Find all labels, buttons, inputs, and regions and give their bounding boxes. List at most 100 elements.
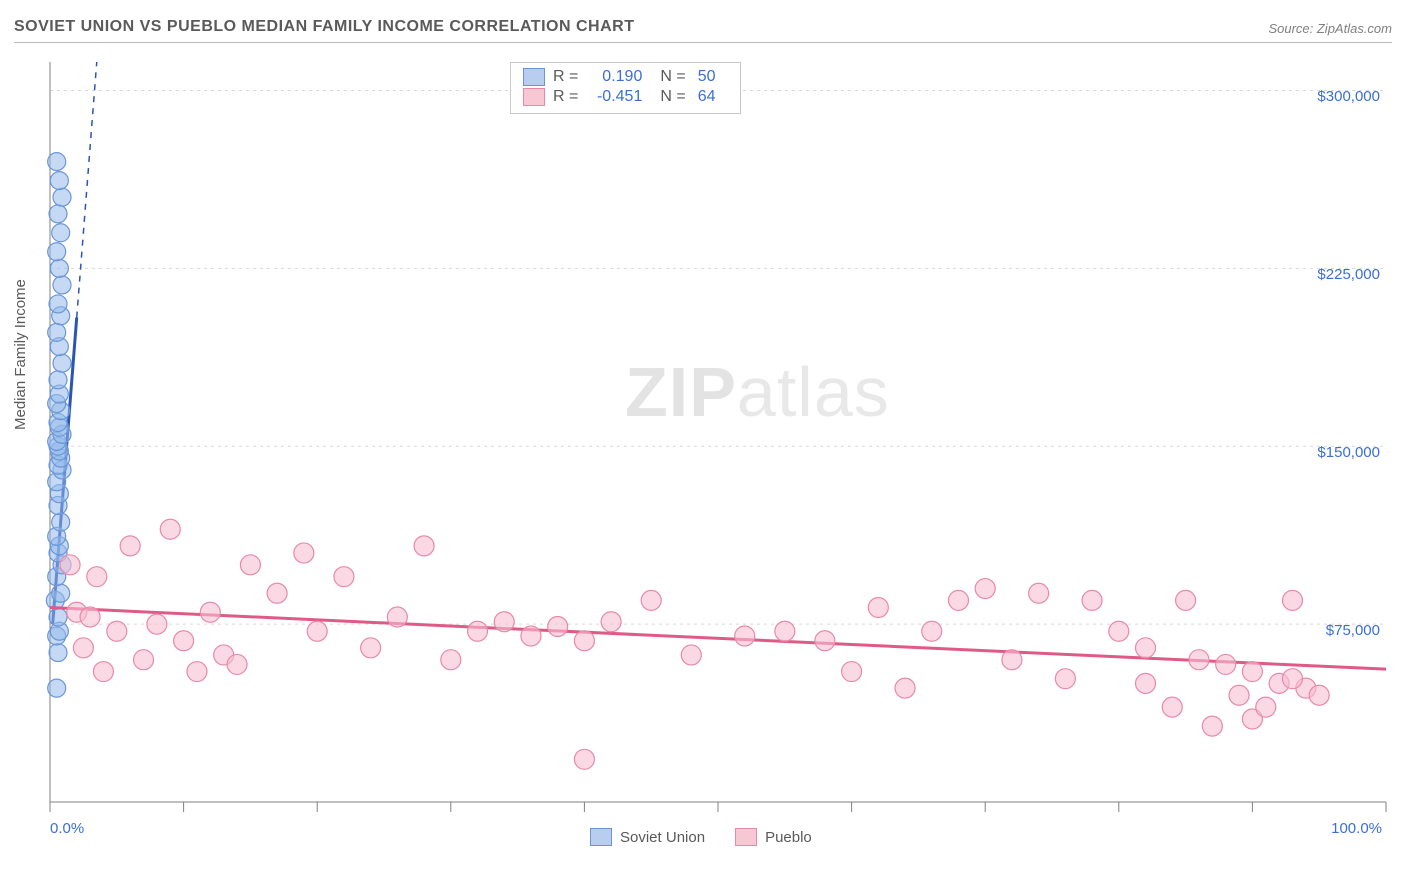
source-prefix: Source:: [1268, 21, 1316, 36]
data-point-pueblo: [60, 555, 80, 575]
data-point-pueblo: [227, 654, 247, 674]
n-value: 64: [698, 88, 728, 106]
data-point-pueblo: [548, 616, 568, 636]
data-point-soviet-union: [49, 608, 67, 626]
legend-swatch: [523, 68, 545, 86]
data-point-soviet-union: [53, 188, 71, 206]
data-point-pueblo: [521, 626, 541, 646]
x-axis-min-label: 0.0%: [50, 820, 84, 837]
plot-area: ZIPatlas R =0.190N =50R =-0.451N =64 Sov…: [50, 62, 1386, 822]
data-point-pueblo: [574, 631, 594, 651]
trend-line-dashed-soviet-union: [77, 62, 97, 318]
data-point-soviet-union: [49, 205, 67, 223]
data-point-pueblo: [93, 662, 113, 682]
data-point-soviet-union: [53, 276, 71, 294]
data-point-pueblo: [601, 612, 621, 632]
data-point-pueblo: [120, 536, 140, 556]
y-axis-label: Median Family Income: [12, 279, 29, 430]
data-point-pueblo: [815, 631, 835, 651]
r-value: -0.451: [586, 88, 642, 106]
data-point-pueblo: [681, 645, 701, 665]
n-value: 50: [698, 68, 728, 86]
chart-title: SOVIET UNION VS PUEBLO MEDIAN FAMILY INC…: [14, 18, 634, 36]
data-point-pueblo: [842, 662, 862, 682]
source-credit: Source: ZipAtlas.com: [1268, 21, 1392, 36]
y-tick-label: $225,000: [1317, 266, 1380, 283]
y-tick-label: $300,000: [1317, 88, 1380, 105]
legend-series-item: Pueblo: [735, 828, 812, 846]
data-point-pueblo: [948, 590, 968, 610]
data-point-pueblo: [1242, 662, 1262, 682]
data-point-pueblo: [735, 626, 755, 646]
data-point-pueblo: [107, 621, 127, 641]
data-point-pueblo: [334, 567, 354, 587]
header-bar: SOVIET UNION VS PUEBLO MEDIAN FAMILY INC…: [14, 18, 1392, 43]
data-point-pueblo: [240, 555, 260, 575]
data-point-pueblo: [1136, 638, 1156, 658]
data-point-soviet-union: [49, 295, 67, 313]
legend-series-label: Pueblo: [765, 829, 812, 846]
data-point-pueblo: [307, 621, 327, 641]
data-point-soviet-union: [52, 513, 70, 531]
data-point-pueblo: [1309, 685, 1329, 705]
data-point-pueblo: [1176, 590, 1196, 610]
data-point-pueblo: [641, 590, 661, 610]
data-point-pueblo: [294, 543, 314, 563]
data-point-pueblo: [975, 579, 995, 599]
legend-swatch: [523, 88, 545, 106]
data-point-pueblo: [1136, 673, 1156, 693]
data-point-pueblo: [1002, 650, 1022, 670]
legend-series: Soviet Union Pueblo: [590, 828, 812, 846]
data-point-pueblo: [147, 614, 167, 634]
data-point-pueblo: [361, 638, 381, 658]
data-point-pueblo: [868, 598, 888, 618]
data-point-pueblo: [200, 602, 220, 622]
data-point-pueblo: [174, 631, 194, 651]
data-point-soviet-union: [49, 644, 67, 662]
r-label: R =: [553, 88, 578, 106]
data-point-soviet-union: [50, 172, 68, 190]
data-point-pueblo: [468, 621, 488, 641]
data-point-pueblo: [1282, 669, 1302, 689]
n-label: N =: [660, 88, 685, 106]
data-point-pueblo: [80, 607, 100, 627]
data-point-soviet-union: [52, 584, 70, 602]
data-point-pueblo: [1109, 621, 1129, 641]
legend-series-label: Soviet Union: [620, 829, 705, 846]
data-point-pueblo: [134, 650, 154, 670]
legend-swatch: [590, 828, 612, 846]
data-point-pueblo: [387, 607, 407, 627]
data-point-pueblo: [87, 567, 107, 587]
data-point-pueblo: [1202, 716, 1222, 736]
data-point-pueblo: [775, 621, 795, 641]
data-point-pueblo: [1029, 583, 1049, 603]
data-point-pueblo: [1055, 669, 1075, 689]
data-point-pueblo: [1256, 697, 1276, 717]
trend-line-pueblo: [50, 608, 1386, 670]
data-point-pueblo: [160, 519, 180, 539]
x-axis-max-label: 100.0%: [1331, 820, 1382, 837]
legend-series-item: Soviet Union: [590, 828, 705, 846]
data-point-pueblo: [1082, 590, 1102, 610]
data-point-soviet-union: [50, 259, 68, 277]
y-tick-label: $150,000: [1317, 444, 1380, 461]
data-point-soviet-union: [48, 679, 66, 697]
data-point-pueblo: [73, 638, 93, 658]
y-tick-label: $75,000: [1326, 622, 1380, 639]
data-point-pueblo: [267, 583, 287, 603]
legend-correlation-box: R =0.190N =50R = -0.451 N = 64: [510, 62, 741, 114]
data-point-pueblo: [1216, 654, 1236, 674]
data-point-soviet-union: [48, 323, 66, 341]
data-point-pueblo: [1162, 697, 1182, 717]
legend-correlation-row: R =0.190N =50: [523, 67, 728, 87]
data-point-pueblo: [895, 678, 915, 698]
data-point-pueblo: [1229, 685, 1249, 705]
data-point-pueblo: [1282, 590, 1302, 610]
data-point-pueblo: [494, 612, 514, 632]
source-link[interactable]: ZipAtlas.com: [1317, 21, 1392, 36]
scatter-chart: [50, 62, 1386, 862]
data-point-soviet-union: [48, 243, 66, 261]
data-point-pueblo: [574, 749, 594, 769]
data-point-soviet-union: [53, 354, 71, 372]
r-value: 0.190: [586, 68, 642, 86]
